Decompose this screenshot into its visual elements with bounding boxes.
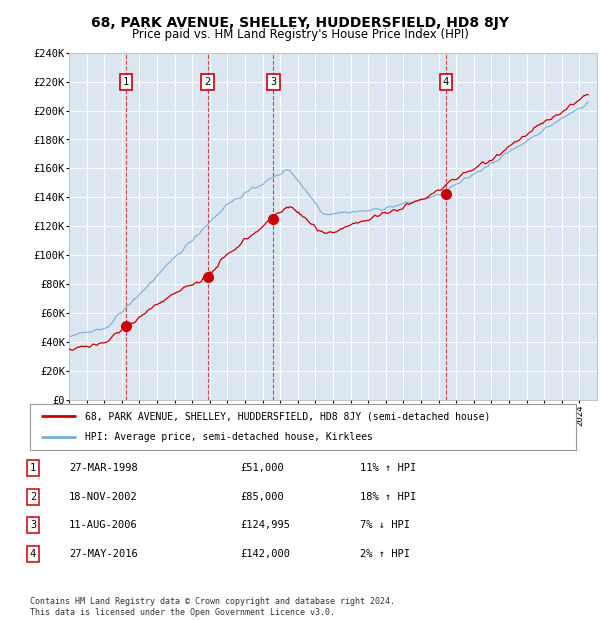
Text: 27-MAR-1998: 27-MAR-1998 xyxy=(69,463,138,473)
Text: 3: 3 xyxy=(270,78,277,87)
Text: 27-MAY-2016: 27-MAY-2016 xyxy=(69,549,138,559)
Text: 68, PARK AVENUE, SHELLEY, HUDDERSFIELD, HD8 8JY (semi-detached house): 68, PARK AVENUE, SHELLEY, HUDDERSFIELD, … xyxy=(85,412,490,422)
Text: £85,000: £85,000 xyxy=(240,492,284,502)
Text: 4: 4 xyxy=(30,549,36,559)
Text: 2% ↑ HPI: 2% ↑ HPI xyxy=(360,549,410,559)
Text: £124,995: £124,995 xyxy=(240,520,290,530)
Text: 3: 3 xyxy=(30,520,36,530)
Text: 11-AUG-2006: 11-AUG-2006 xyxy=(69,520,138,530)
Text: Price paid vs. HM Land Registry's House Price Index (HPI): Price paid vs. HM Land Registry's House … xyxy=(131,28,469,41)
Text: £142,000: £142,000 xyxy=(240,549,290,559)
Text: 1: 1 xyxy=(30,463,36,473)
Text: 4: 4 xyxy=(443,78,449,87)
Text: £51,000: £51,000 xyxy=(240,463,284,473)
Text: 2: 2 xyxy=(30,492,36,502)
Text: 11% ↑ HPI: 11% ↑ HPI xyxy=(360,463,416,473)
Text: 7% ↓ HPI: 7% ↓ HPI xyxy=(360,520,410,530)
Text: 18-NOV-2002: 18-NOV-2002 xyxy=(69,492,138,502)
Text: Contains HM Land Registry data © Crown copyright and database right 2024.
This d: Contains HM Land Registry data © Crown c… xyxy=(30,598,395,617)
Text: 2: 2 xyxy=(205,78,211,87)
Text: 68, PARK AVENUE, SHELLEY, HUDDERSFIELD, HD8 8JY: 68, PARK AVENUE, SHELLEY, HUDDERSFIELD, … xyxy=(91,16,509,30)
Text: HPI: Average price, semi-detached house, Kirklees: HPI: Average price, semi-detached house,… xyxy=(85,432,373,442)
Text: 1: 1 xyxy=(123,78,129,87)
Text: 18% ↑ HPI: 18% ↑ HPI xyxy=(360,492,416,502)
